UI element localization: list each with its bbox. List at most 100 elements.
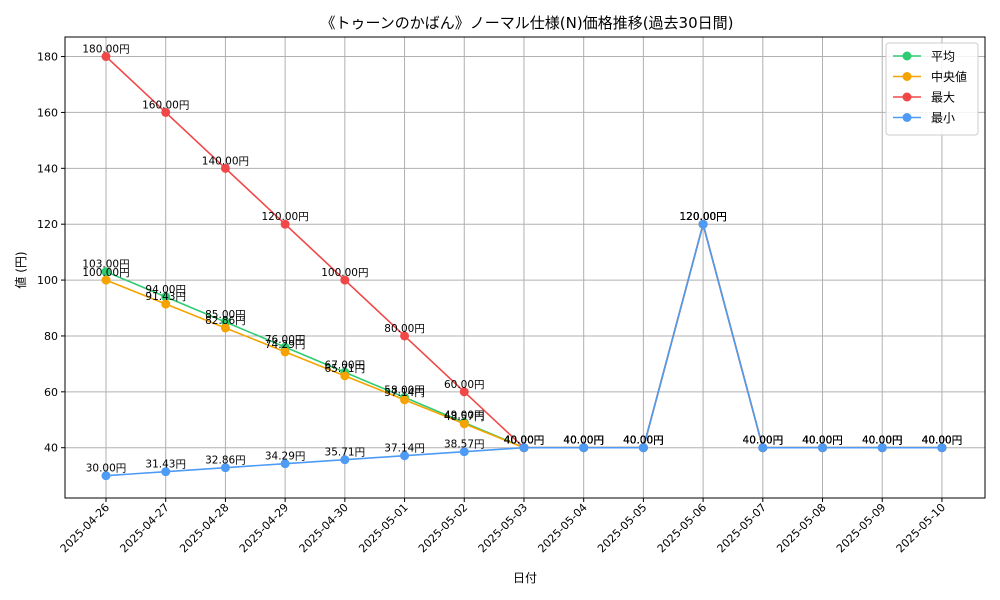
data-point xyxy=(519,443,529,453)
data-label: 40.00円 xyxy=(802,435,843,447)
data-label: 38.57円 xyxy=(444,439,485,451)
x-axis: 2025-04-26 2025-04-27 2025-04-28 2025-04-29… xyxy=(58,498,948,555)
y-tick-label: 120 xyxy=(37,218,58,231)
legend-marker xyxy=(902,72,912,81)
data-label: 40.00円 xyxy=(802,435,843,447)
x-tick-label: 2025-05-05 xyxy=(595,501,649,555)
data-label: 40.00円 xyxy=(743,435,784,447)
data-point xyxy=(579,443,589,453)
data-label: 40.00円 xyxy=(563,435,604,447)
data-label: 74.29円 xyxy=(265,339,306,351)
data-label: 40.00円 xyxy=(623,435,664,447)
data-labels: 103.00円 94.00円 85.00円 76.00円 67.00円 58.00円 49.… xyxy=(82,44,962,475)
y-tick-label: 140 xyxy=(37,162,58,175)
y-axis-label: 値 (円) xyxy=(13,251,28,288)
data-label: 58.00円 xyxy=(384,384,425,396)
y-tick-label: 60 xyxy=(44,386,58,399)
legend-label: 最大 xyxy=(931,91,955,105)
x-tick-label: 2025-04-27 xyxy=(117,501,171,555)
legend-label: 中央値 xyxy=(931,69,967,84)
data-point xyxy=(220,323,230,333)
data-label: 80.00円 xyxy=(384,323,425,335)
data-label: 140.00円 xyxy=(202,155,249,167)
data-label: 40.00円 xyxy=(922,435,963,447)
data-label: 37.14円 xyxy=(384,443,425,455)
data-label: 91.43円 xyxy=(145,291,186,303)
data-point xyxy=(220,163,230,173)
data-label: 40.00円 xyxy=(504,435,545,447)
data-label: 180.00円 xyxy=(82,44,129,56)
y-tick-label: 80 xyxy=(44,330,58,343)
data-label: 120.00円 xyxy=(679,211,726,223)
data-label: 85.00円 xyxy=(205,309,246,321)
x-tick-label: 2025-05-07 xyxy=(715,501,769,555)
data-point xyxy=(340,275,350,285)
legend-label: 平均 xyxy=(931,50,955,64)
data-point xyxy=(400,331,410,341)
data-label: 40.00円 xyxy=(504,435,545,447)
data-label: 76.00円 xyxy=(265,334,306,346)
data-label: 40.00円 xyxy=(623,435,664,447)
data-label: 40.00円 xyxy=(862,435,903,447)
data-label: 120.00円 xyxy=(679,211,726,223)
chart-title: 《トゥーンのかばん》ノーマル仕様(N)価格推移(過去30日間) xyxy=(321,14,734,32)
data-label: 40.00円 xyxy=(504,435,545,447)
data-point xyxy=(280,219,290,229)
y-tick-label: 100 xyxy=(37,274,58,287)
legend-marker xyxy=(902,113,912,122)
data-label: 40.00円 xyxy=(623,435,664,447)
legend-marker xyxy=(902,51,912,61)
data-point xyxy=(818,443,828,453)
legend-marker xyxy=(902,92,912,102)
data-label: 82.86円 xyxy=(205,315,246,327)
x-tick-label: 2025-05-02 xyxy=(416,501,470,555)
data-point xyxy=(161,299,171,309)
data-label: 103.00円 xyxy=(82,259,129,271)
data-label: 40.00円 xyxy=(623,435,664,447)
data-label: 40.00円 xyxy=(862,435,903,447)
legend-label: 最小 xyxy=(931,111,955,125)
data-point xyxy=(220,463,230,473)
data-point xyxy=(340,371,350,381)
data-label: 60.00円 xyxy=(444,379,485,391)
data-label: 100.00円 xyxy=(321,267,368,279)
data-label: 40.00円 xyxy=(802,435,843,447)
data-label: 65.71円 xyxy=(325,363,366,375)
data-label: 120.00円 xyxy=(679,211,726,223)
data-point xyxy=(400,395,410,405)
data-point xyxy=(698,219,708,229)
data-point xyxy=(459,447,469,457)
data-label: 34.29円 xyxy=(265,451,306,463)
data-label: 30.00円 xyxy=(86,463,127,475)
data-label: 40.00円 xyxy=(922,435,963,447)
data-label: 160.00円 xyxy=(142,99,189,111)
data-point xyxy=(101,267,111,277)
data-point xyxy=(101,52,111,62)
y-axis: 40 60 80 100 120 140 160 180 xyxy=(37,51,65,455)
x-tick-label: 2025-05-03 xyxy=(476,501,530,555)
data-point xyxy=(101,275,111,285)
legend-box xyxy=(885,42,979,136)
data-label: 40.00円 xyxy=(862,435,903,447)
data-label: 67.00円 xyxy=(325,359,366,371)
data-point xyxy=(459,419,469,429)
data-label: 40.00円 xyxy=(563,435,604,447)
data-label: 120.00円 xyxy=(262,211,309,223)
data-label: 40.00円 xyxy=(743,435,784,447)
x-tick-label: 2025-05-04 xyxy=(535,501,589,555)
data-label: 100.00円 xyxy=(82,267,129,279)
series-layer xyxy=(101,52,947,481)
data-label: 40.00円 xyxy=(504,435,545,447)
x-axis-label: 日付 xyxy=(513,571,537,585)
data-point xyxy=(937,443,947,453)
data-label: 40.00円 xyxy=(563,435,604,447)
data-point xyxy=(877,443,887,453)
data-label: 49.00円 xyxy=(444,410,485,422)
data-point xyxy=(161,467,171,477)
data-label: 40.00円 xyxy=(922,435,963,447)
data-label: 35.71円 xyxy=(325,447,366,459)
plot-frame xyxy=(64,36,986,499)
data-point xyxy=(638,443,648,453)
